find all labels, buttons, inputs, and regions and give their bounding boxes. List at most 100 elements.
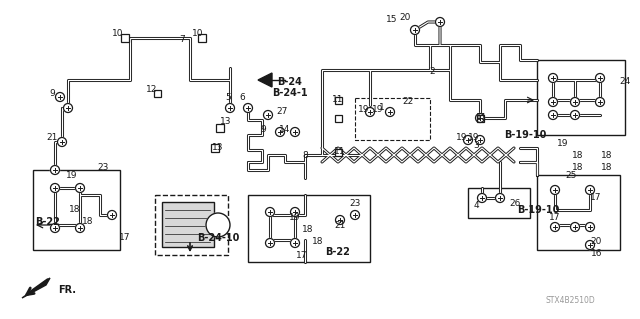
Text: 18: 18	[302, 226, 314, 234]
Circle shape	[291, 207, 300, 217]
Text: 18: 18	[601, 151, 612, 160]
Text: 7: 7	[179, 35, 185, 44]
Circle shape	[365, 108, 374, 116]
Text: 19: 19	[557, 138, 569, 147]
Polygon shape	[258, 73, 272, 87]
Text: 18: 18	[601, 162, 612, 172]
Text: 1: 1	[379, 103, 385, 113]
Text: 3: 3	[473, 140, 479, 150]
Text: 9: 9	[49, 88, 55, 98]
Circle shape	[476, 114, 484, 122]
Text: 19: 19	[67, 172, 77, 181]
Text: B-22: B-22	[326, 247, 351, 257]
Text: 24: 24	[620, 78, 630, 86]
Circle shape	[275, 128, 285, 137]
Circle shape	[477, 194, 486, 203]
Circle shape	[476, 136, 484, 145]
Text: 19: 19	[289, 213, 301, 222]
Text: 10: 10	[192, 28, 204, 38]
Circle shape	[51, 224, 60, 233]
Circle shape	[548, 73, 557, 83]
Circle shape	[570, 110, 579, 120]
Text: 27: 27	[276, 108, 288, 116]
Text: B-19-10: B-19-10	[517, 205, 559, 215]
Circle shape	[291, 239, 300, 248]
Bar	[477, 115, 483, 122]
Circle shape	[51, 166, 60, 174]
Circle shape	[266, 207, 275, 217]
Text: 6: 6	[239, 93, 245, 102]
Bar	[198, 34, 206, 42]
Circle shape	[63, 103, 72, 113]
Circle shape	[548, 98, 557, 107]
Text: 26: 26	[509, 198, 521, 207]
Text: 5: 5	[225, 93, 231, 102]
Circle shape	[548, 110, 557, 120]
Text: FR.: FR.	[58, 285, 76, 295]
Circle shape	[550, 186, 559, 195]
Circle shape	[76, 183, 84, 192]
Circle shape	[410, 26, 419, 34]
Circle shape	[108, 211, 116, 219]
Text: B-24: B-24	[278, 77, 303, 87]
Circle shape	[586, 241, 595, 249]
Bar	[537, 60, 625, 135]
Circle shape	[550, 222, 559, 232]
Text: 14: 14	[279, 125, 291, 135]
Text: 11: 11	[476, 114, 488, 122]
Bar	[248, 195, 370, 262]
Circle shape	[570, 222, 579, 232]
Text: 10: 10	[112, 28, 124, 38]
Bar	[211, 144, 219, 152]
Text: 19: 19	[468, 133, 480, 143]
Text: 12: 12	[147, 85, 157, 94]
Text: 2: 2	[429, 68, 435, 77]
Bar	[335, 115, 342, 122]
Bar	[355, 98, 430, 140]
Text: 17: 17	[296, 250, 308, 259]
Text: 8: 8	[302, 151, 308, 160]
Circle shape	[586, 186, 595, 195]
Circle shape	[58, 137, 67, 146]
Text: 19: 19	[358, 106, 370, 115]
Text: 16: 16	[591, 249, 603, 257]
Circle shape	[291, 128, 300, 137]
Bar	[121, 34, 129, 42]
Circle shape	[385, 108, 394, 116]
Bar	[154, 90, 161, 97]
Text: 13: 13	[212, 144, 224, 152]
Polygon shape	[22, 278, 50, 298]
Text: 17: 17	[119, 233, 131, 241]
Text: 18: 18	[69, 205, 81, 214]
Circle shape	[463, 136, 472, 145]
Bar	[155, 195, 228, 255]
Text: 23: 23	[97, 164, 109, 173]
Circle shape	[595, 98, 605, 107]
Circle shape	[266, 239, 275, 248]
Text: 4: 4	[473, 201, 479, 210]
Bar	[335, 149, 342, 155]
Circle shape	[225, 103, 234, 113]
Circle shape	[206, 213, 230, 237]
Text: 9: 9	[260, 125, 266, 135]
Text: 20: 20	[399, 13, 411, 23]
Text: 11: 11	[334, 147, 346, 157]
Text: B-22: B-22	[36, 217, 60, 227]
Text: 18: 18	[83, 218, 93, 226]
Bar	[216, 124, 224, 132]
Text: 19: 19	[372, 106, 384, 115]
Text: 18: 18	[312, 238, 324, 247]
Bar	[335, 97, 342, 103]
Circle shape	[351, 211, 360, 219]
Text: 20: 20	[590, 238, 602, 247]
Circle shape	[495, 194, 504, 203]
Circle shape	[435, 18, 445, 26]
Text: 21: 21	[46, 133, 58, 143]
Bar	[468, 188, 530, 218]
Circle shape	[570, 98, 579, 107]
Bar	[33, 170, 120, 250]
Text: 15: 15	[387, 16, 397, 25]
Text: 13: 13	[220, 117, 232, 127]
Text: 19: 19	[456, 133, 468, 143]
Text: 18: 18	[572, 162, 584, 172]
